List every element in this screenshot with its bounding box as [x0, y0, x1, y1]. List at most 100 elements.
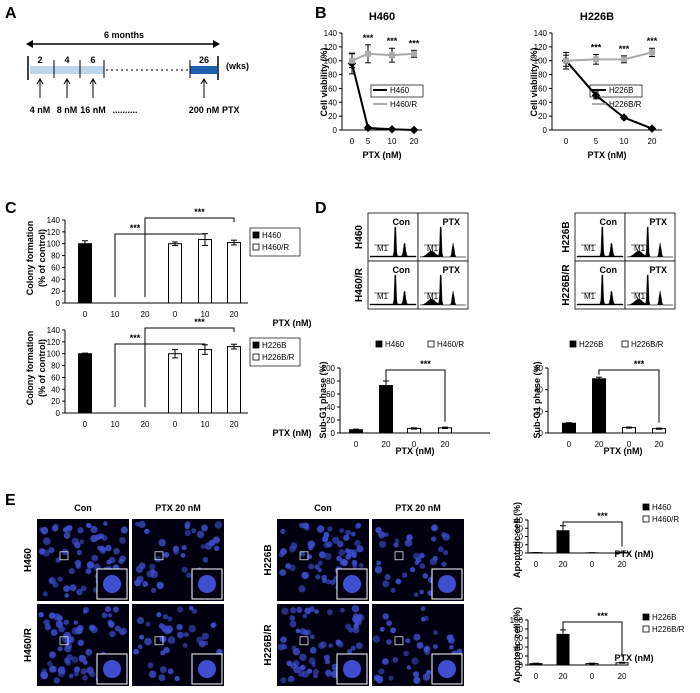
column-label: Con: [600, 265, 618, 275]
nucleus: [299, 664, 306, 671]
nucleus: [390, 587, 396, 593]
legend-label: H460: [262, 231, 282, 240]
x-axis-label: PTX (nM): [588, 150, 627, 160]
bar-chart-colony-h226b: 0 20 40 60 80 100 120 140 0 10 20 0 10 20 Colony forma…: [25, 317, 312, 438]
nucleus: [184, 529, 191, 537]
legend-label: H460/R: [262, 243, 289, 252]
data-point: [411, 50, 417, 57]
y-tick-label: 40: [514, 643, 523, 652]
nucleus: [379, 626, 385, 632]
data-point: [563, 57, 569, 64]
row-label: H226B: [263, 544, 274, 575]
y-axis-label: Cell viability (%): [529, 47, 539, 116]
nucleus: [47, 660, 53, 667]
significance-bracket: [114, 343, 206, 408]
y-tick-label: 40: [538, 98, 547, 107]
x-tick-label: 20: [441, 440, 450, 449]
zoom-box: [154, 636, 164, 646]
panel-label-d: D: [315, 200, 327, 217]
x-tick-label: 20: [618, 560, 627, 569]
y-tick-label: 140: [534, 29, 548, 38]
nucleus: [406, 534, 413, 541]
y-tick-label: 120: [324, 43, 338, 52]
row-label: H226B/R: [263, 624, 274, 666]
x-tick-label: 10: [388, 137, 397, 146]
gate-label: M1: [427, 244, 439, 253]
legend-label: H460: [652, 503, 672, 512]
nucleus: [412, 671, 420, 678]
y-axis-label: (% of control): [37, 229, 47, 287]
nucleus: [79, 539, 85, 545]
nucleus: [113, 548, 120, 555]
nucleus: [142, 581, 149, 587]
x-tick-label: 0: [590, 560, 595, 569]
y-tick-label: 0: [331, 429, 336, 438]
y-tick-label: 100: [47, 350, 61, 359]
nucleus: [39, 527, 44, 532]
zoom-box: [59, 551, 69, 561]
nucleus: [421, 616, 426, 622]
nucleus: [57, 576, 63, 582]
y-tick-label: 80: [51, 252, 60, 261]
nucleus: [136, 617, 145, 625]
nucleus: [429, 558, 437, 566]
nucleus: [73, 620, 79, 625]
nucleus: [318, 551, 326, 559]
nucleus: [73, 666, 81, 673]
week-label: 4: [64, 55, 69, 65]
nucleus: [456, 648, 463, 655]
nucleus: [82, 660, 88, 665]
nucleus: [82, 675, 88, 681]
nucleus: [395, 578, 402, 585]
nucleus: [330, 579, 336, 585]
nucleus: [200, 544, 206, 549]
bar: [168, 353, 182, 414]
column-label: PTX: [649, 265, 667, 275]
x-tick-label: 20: [559, 672, 568, 681]
nucleus: [77, 527, 84, 534]
x-axis-label: PTX (nM): [273, 428, 312, 438]
nucleus: [55, 620, 63, 628]
y-tick-label: 40: [51, 385, 60, 394]
nucleus: [320, 641, 327, 648]
nucleus: [382, 613, 389, 620]
arrow-head-right: [213, 40, 220, 48]
x-tick-label: 0: [564, 137, 569, 146]
y-tick-label: 140: [47, 326, 61, 335]
y-tick-label: 120: [47, 338, 61, 347]
legend-label: H226B: [262, 341, 286, 350]
x-tick-label: 0: [627, 440, 632, 449]
data-point: [409, 125, 419, 135]
inset-nucleus: [103, 660, 121, 678]
nucleus: [438, 546, 444, 553]
nucleus: [404, 539, 413, 547]
panel-label-a: A: [5, 5, 17, 22]
x-tick-label: 0: [590, 672, 595, 681]
nucleus: [151, 587, 157, 594]
nucleus: [112, 606, 119, 613]
x-tick-label: 10: [201, 310, 210, 319]
nucleus: [214, 521, 223, 529]
nucleus: [388, 675, 394, 681]
gate-label: M1: [427, 292, 439, 301]
nucleus: [374, 674, 381, 682]
nucleus: [326, 609, 333, 615]
bar: [379, 385, 393, 434]
nucleus: [48, 612, 56, 619]
nucleus: [149, 563, 156, 570]
nucleus: [88, 624, 96, 632]
nucleus: [191, 528, 197, 534]
nucleus: [213, 545, 220, 551]
nucleus: [302, 670, 309, 678]
significance-mark: ***: [363, 33, 374, 43]
units-label: (wks): [226, 61, 249, 71]
nucleus: [184, 524, 190, 530]
panel-label-b: B: [315, 5, 327, 22]
nucleus: [107, 613, 113, 618]
y-tick-label: 60: [328, 84, 337, 93]
zoom-box: [154, 551, 164, 561]
nucleus: [280, 636, 287, 643]
data-point: [647, 124, 657, 133]
x-tick-label: 0: [173, 310, 178, 319]
